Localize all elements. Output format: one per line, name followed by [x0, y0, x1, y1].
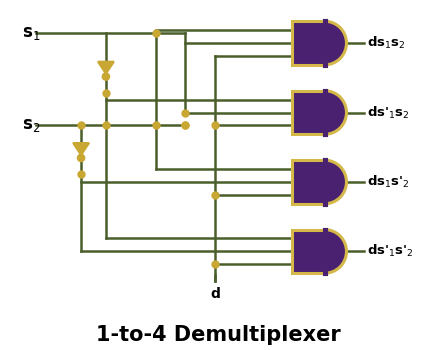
Text: ds$_1$s'$_2$: ds$_1$s'$_2$ [368, 174, 410, 190]
Text: ds'$_1$s$_2$: ds'$_1$s$_2$ [368, 104, 410, 120]
Text: ds'$_1$s'$_2$: ds'$_1$s'$_2$ [368, 243, 414, 259]
Polygon shape [292, 91, 325, 134]
Polygon shape [292, 21, 325, 65]
Text: s$_2$: s$_2$ [21, 117, 40, 134]
Polygon shape [292, 230, 325, 273]
Wedge shape [325, 91, 347, 134]
Wedge shape [325, 21, 347, 65]
Wedge shape [325, 160, 347, 204]
Polygon shape [98, 62, 114, 74]
Wedge shape [325, 230, 347, 273]
Polygon shape [292, 160, 325, 204]
Text: d: d [210, 287, 220, 301]
Circle shape [78, 154, 85, 161]
Polygon shape [73, 143, 89, 155]
Text: s$_1$: s$_1$ [21, 24, 40, 42]
Text: ds$_1$s$_2$: ds$_1$s$_2$ [368, 35, 406, 51]
Text: 1-to-4 Demultiplexer: 1-to-4 Demultiplexer [96, 325, 341, 345]
Circle shape [102, 73, 109, 80]
